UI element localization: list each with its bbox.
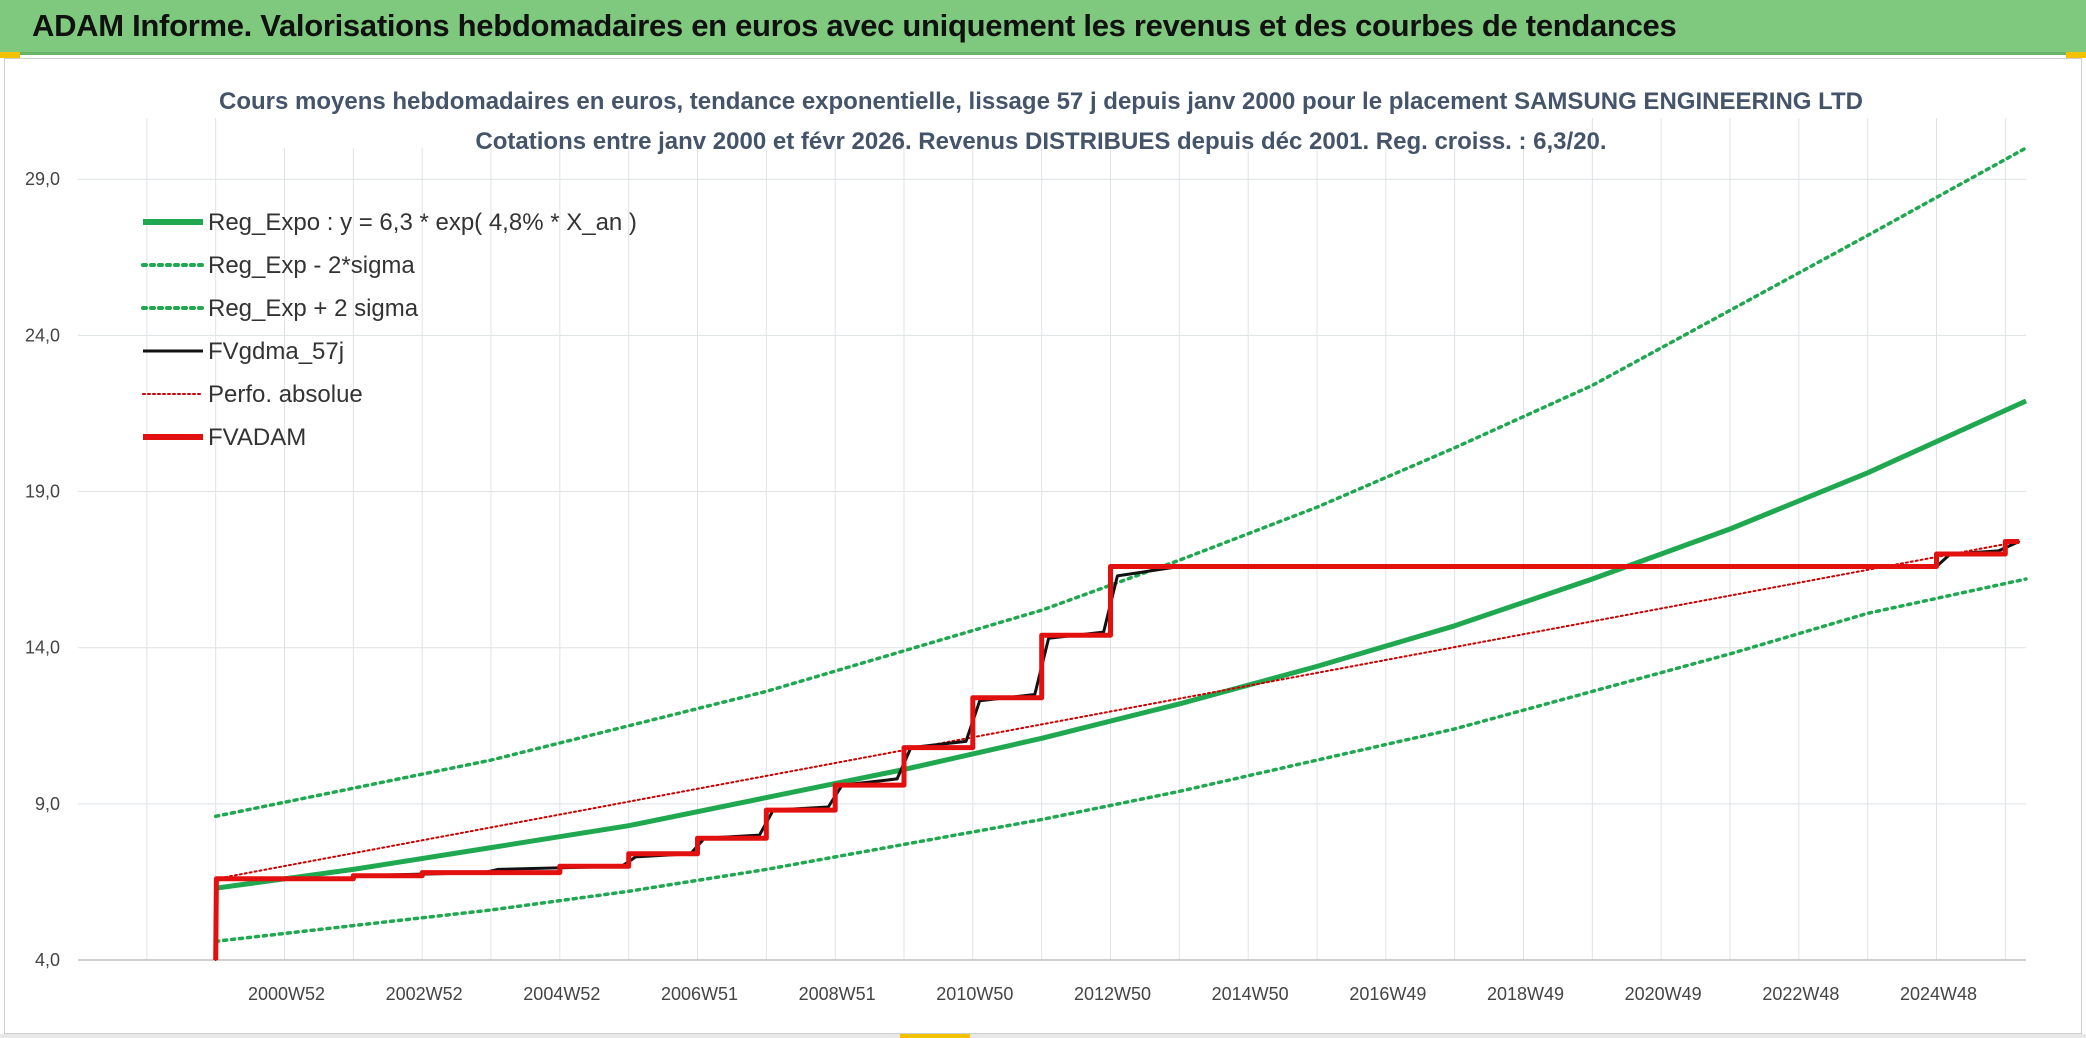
x-tick-label: 2016W49 <box>1349 984 1426 1004</box>
y-tick-label: 14,0 <box>25 638 60 658</box>
bottom-accent <box>900 1034 970 1038</box>
series-reg-exp-2-sigma-line <box>213 146 2028 819</box>
y-axis-ticks: 4,0 9,0 14,0 19,0 24,0 29,0 <box>25 169 60 970</box>
x-tick-label: 2000W52 <box>248 984 325 1004</box>
x-axis-ticks: 2000W52 2002W52 2004W52 2006W51 2008W51 2010W… <box>248 984 1977 1004</box>
x-tick-label: 2020W49 <box>1625 984 1702 1004</box>
chart-series <box>213 146 2028 961</box>
x-tick-label: 2018W49 <box>1487 984 1564 1004</box>
y-tick-label: 24,0 <box>25 325 60 345</box>
x-tick-label: 2024W48 <box>1900 984 1977 1004</box>
legend-label: FVgdma_57j <box>208 338 344 365</box>
legend-label: Reg_Expo : y = 6,3 * exp( 4,8% * X_an ) <box>208 209 637 236</box>
x-tick-label: 2010W50 <box>936 984 1013 1004</box>
x-tick-label: 2008W51 <box>799 984 876 1004</box>
x-tick-label: 2022W48 <box>1762 984 1839 1004</box>
series-fvgdma-57j-line <box>214 540 2020 961</box>
series-reg-exp-2-sigma-line <box>213 577 2028 944</box>
bottom-strip <box>0 1034 2086 1038</box>
y-tick-label: 19,0 <box>25 482 60 502</box>
y-tick-label: 4,0 <box>35 950 60 970</box>
header-accent-left <box>0 52 20 58</box>
series-perfo-absolue-line <box>214 540 2021 961</box>
title-background <box>233 108 1583 148</box>
legend-label: Perfo. absolue <box>208 381 363 408</box>
x-tick-label: 2012W50 <box>1074 984 1151 1004</box>
header-accent-right <box>2066 52 2086 58</box>
x-tick-label: 2006W51 <box>661 984 738 1004</box>
chart-grid <box>78 118 2026 961</box>
series-fvadam-line <box>213 539 2020 961</box>
legend-label: Reg_Exp + 2 sigma <box>208 295 419 322</box>
header-bar: ADAM Informe. Valorisations hebdomadaire… <box>0 0 2086 58</box>
x-tick-label: 2014W50 <box>1212 984 1289 1004</box>
legend-label: FVADAM <box>208 424 306 451</box>
y-tick-label: 9,0 <box>35 794 60 814</box>
chart-title: Cours moyens hebdomadaires en euros, ten… <box>219 88 1863 115</box>
x-tick-label: 2002W52 <box>386 984 463 1004</box>
header-title: ADAM Informe. Valorisations hebdomadaire… <box>32 8 1677 43</box>
y-tick-label: 29,0 <box>25 169 60 189</box>
chart-legend: Reg_Expo : y = 6,3 * exp( 4,8% * X_an ) R… <box>141 209 637 451</box>
chart-subtitle: Cotations entre janv 2000 et févr 2026. … <box>475 128 1606 155</box>
legend-label: Reg_Exp - 2*sigma <box>208 252 415 279</box>
x-tick-label: 2004W52 <box>523 984 600 1004</box>
series-reg-expo-y-6-3-exp-4-8-x-an-line <box>215 398 2028 891</box>
